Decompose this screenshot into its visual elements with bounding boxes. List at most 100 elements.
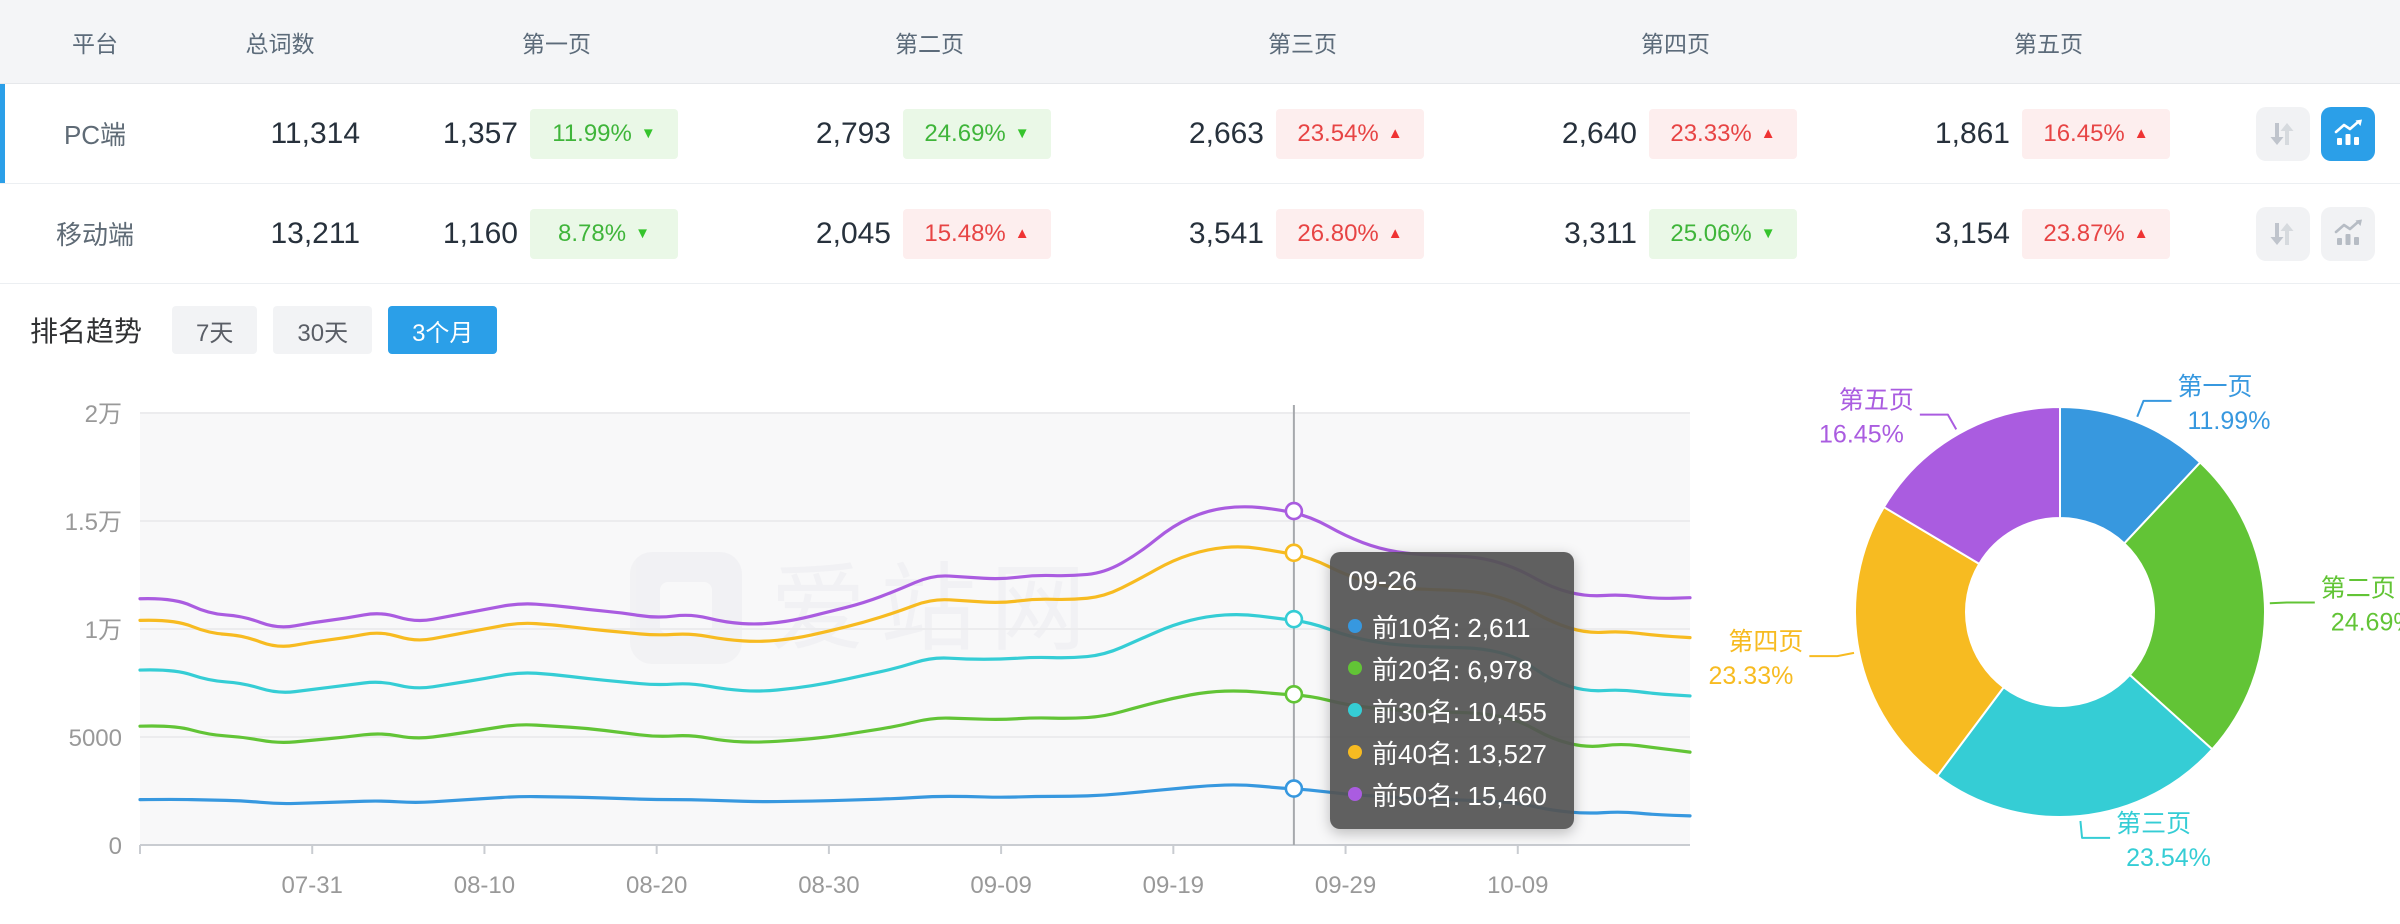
page3-count: 2,663 bbox=[1188, 116, 1264, 150]
change-arrow-icon: ▼ bbox=[1760, 225, 1776, 242]
table-header-row: 平台 总词数 第一页 第二页 第三页 第四页 第五页 bbox=[0, 0, 2400, 84]
tooltip-series-row: 前50名: 15,460 bbox=[1348, 773, 1556, 815]
series-marker-前40名 bbox=[1284, 543, 1304, 563]
donut-slice-第四页[interactable] bbox=[1854, 505, 2006, 778]
page3-count: 3,541 bbox=[1188, 216, 1264, 250]
page4-change-badge: 23.33% ▲ bbox=[1649, 108, 1797, 159]
donut-label-name: 第二页 bbox=[2321, 575, 2396, 603]
page2-count: 2,793 bbox=[815, 116, 891, 150]
donut-label-percent: 11.99% bbox=[2187, 407, 2270, 435]
page-distribution-donut-chart[interactable]: 第一页 11.99% 第二页 24.69% 第三页 23.54% 第四页 23.33% 第五页 1… bbox=[1650, 360, 2400, 924]
change-arrow-icon: ▼ bbox=[640, 125, 656, 142]
sort-arrows-icon bbox=[2270, 122, 2294, 145]
page2-count: 2,045 bbox=[815, 216, 891, 250]
watermark-logo-inner bbox=[660, 582, 712, 634]
table-row-pc[interactable]: PC端 11,314 1,357 11.99% ▼ 2,793 24.69% ▼ 2… bbox=[0, 84, 2400, 184]
page3-change-badge: 26.80% ▲ bbox=[1276, 208, 1424, 259]
donut-label-percent: 16.45% bbox=[1819, 421, 1904, 449]
watermark: 爱站网 bbox=[630, 552, 1100, 664]
donut-label-percent: 24.69% bbox=[2331, 609, 2400, 637]
x-axis-label: 09-09 bbox=[970, 872, 1031, 899]
series-marker-前50名 bbox=[1284, 501, 1304, 521]
tooltip-series-row: 前40名: 13,527 bbox=[1348, 731, 1556, 773]
watermark-text: 爱站网 bbox=[770, 556, 1100, 663]
change-arrow-icon: ▲ bbox=[2133, 225, 2149, 242]
change-arrow-icon: ▲ bbox=[1387, 125, 1403, 142]
page5-change-badge: 16.45% ▲ bbox=[2022, 108, 2170, 159]
donut-label-leader bbox=[2269, 601, 2315, 605]
sort-toggle-button[interactable] bbox=[2256, 106, 2310, 161]
range-tab-3m[interactable]: 3个月 bbox=[388, 306, 498, 354]
sort-arrows-icon bbox=[2270, 222, 2294, 245]
chart-view-button[interactable] bbox=[2321, 206, 2375, 261]
x-axis-label: 10-09 bbox=[1487, 872, 1548, 899]
change-arrow-icon: ▲ bbox=[2133, 125, 2149, 142]
header-page5: 第五页 bbox=[2014, 30, 2083, 57]
tooltip-series-value: 前10名: 2,611 bbox=[1372, 612, 1531, 643]
tooltip-series-value: 前40名: 13,527 bbox=[1372, 738, 1547, 769]
x-axis-label: 08-10 bbox=[454, 872, 515, 899]
page3-change-badge: 23.54% ▲ bbox=[1276, 108, 1424, 159]
donut-label-name: 第三页 bbox=[2116, 810, 2191, 838]
series-marker-前10名 bbox=[1284, 779, 1304, 798]
series-color-dot bbox=[1348, 703, 1362, 717]
total-words-value: 13,211 bbox=[270, 216, 360, 250]
page2-change-badge: 15.48% ▲ bbox=[903, 208, 1051, 259]
donut-slice-第二页[interactable] bbox=[2122, 461, 2266, 751]
donut-label-leader bbox=[2136, 399, 2172, 418]
page1-change-badge: 11.99% ▼ bbox=[530, 108, 678, 159]
header-page2: 第二页 bbox=[895, 30, 964, 57]
donut-label-leader bbox=[1809, 651, 1855, 658]
trend-tooltip: 09-26 前10名: 2,611 前20名: 6,978 前30名: 10,455… bbox=[1330, 552, 1574, 829]
donut-label-leader bbox=[1919, 413, 1958, 430]
series-color-dot bbox=[1348, 619, 1362, 633]
change-arrow-icon: ▲ bbox=[1014, 225, 1030, 242]
header-platform: 平台 bbox=[72, 30, 118, 57]
series-marker-前30名 bbox=[1284, 609, 1304, 629]
series-color-dot bbox=[1348, 787, 1362, 801]
donut-slice-第五页[interactable] bbox=[1882, 405, 2061, 566]
donut-label-name: 第一页 bbox=[2177, 373, 2252, 401]
chart-view-button[interactable] bbox=[2321, 106, 2375, 161]
page2-change-badge: 24.69% ▼ bbox=[903, 108, 1051, 159]
donut-label-percent: 23.54% bbox=[2126, 844, 2211, 872]
page5-count: 1,861 bbox=[1934, 116, 2010, 150]
platform-label: 移动端 bbox=[55, 220, 134, 250]
donut-label-name: 第五页 bbox=[1839, 387, 1914, 415]
page4-count: 2,640 bbox=[1561, 116, 1637, 150]
donut-slice-第三页[interactable] bbox=[1935, 673, 2214, 818]
series-color-dot bbox=[1348, 745, 1362, 759]
x-axis-label: 08-30 bbox=[798, 872, 859, 899]
page5-count: 3,154 bbox=[1934, 216, 2010, 250]
donut-label-name: 第四页 bbox=[1728, 628, 1803, 656]
trend-chart-icon bbox=[2334, 119, 2362, 145]
table-row-mobile[interactable]: 移动端 13,211 1,160 8.78% ▼ 2,045 15.48% ▲ 3,… bbox=[0, 184, 2400, 284]
series-marker-前20名 bbox=[1284, 684, 1304, 704]
header-page1: 第一页 bbox=[522, 30, 591, 57]
header-page4: 第四页 bbox=[1641, 30, 1710, 57]
sort-toggle-button[interactable] bbox=[2256, 206, 2310, 261]
header-total-words: 总词数 bbox=[245, 30, 315, 57]
donut-label-percent: 23.33% bbox=[1709, 662, 1794, 690]
y-axis-label: 2万 bbox=[85, 401, 122, 428]
change-arrow-icon: ▲ bbox=[1760, 125, 1776, 142]
page1-count: 1,160 bbox=[442, 216, 518, 250]
total-words-value: 11,314 bbox=[270, 116, 360, 150]
change-arrow-icon: ▼ bbox=[1014, 125, 1030, 142]
page1-count: 1,357 bbox=[442, 116, 518, 150]
tooltip-date: 09-26 bbox=[1348, 566, 1418, 596]
tooltip-series-row: 前20名: 6,978 bbox=[1348, 647, 1556, 689]
range-tab-7d[interactable]: 7天 bbox=[172, 306, 258, 354]
tooltip-series-value: 前50名: 15,460 bbox=[1372, 780, 1547, 811]
tooltip-series-row: 前10名: 2,611 bbox=[1348, 605, 1556, 647]
page5-change-badge: 23.87% ▲ bbox=[2022, 208, 2170, 259]
trend-section-header: 排名趋势 7天 30天 3个月 bbox=[30, 306, 498, 354]
change-arrow-icon: ▼ bbox=[635, 225, 650, 242]
y-axis-label: 0 bbox=[109, 833, 122, 860]
trend-chart-icon bbox=[2334, 219, 2362, 245]
tooltip-series-value: 前30名: 10,455 bbox=[1372, 696, 1547, 727]
tooltip-series-value: 前20名: 6,978 bbox=[1372, 654, 1533, 685]
range-tab-30d[interactable]: 30天 bbox=[273, 306, 373, 354]
trend-section-title: 排名趋势 bbox=[30, 316, 143, 347]
page1-change-badge: 8.78% ▼ bbox=[530, 208, 678, 259]
